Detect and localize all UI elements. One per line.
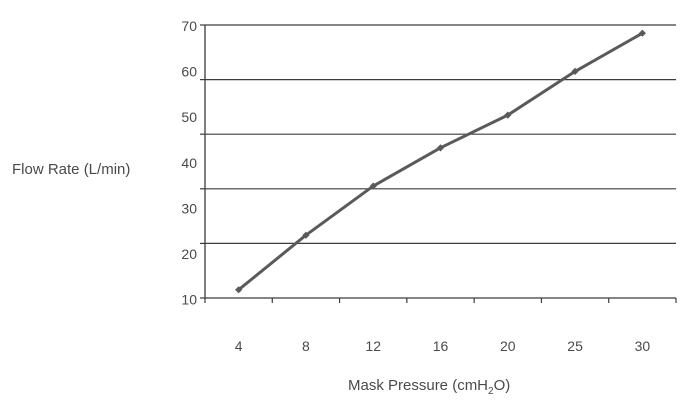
data-point [235, 286, 243, 294]
data-point [571, 67, 579, 76]
x-tick-label: 8 [302, 338, 310, 354]
x-axis-title-main: Mask Pressure (cmH [348, 377, 488, 394]
x-tick-label: 30 [635, 338, 651, 354]
x-axis-title: Mask Pressure (cmH2O) [348, 377, 510, 397]
y-tick-label: 10 [181, 292, 197, 308]
y-tick-label: 40 [181, 155, 197, 171]
x-axis-title-end: O) [494, 377, 511, 394]
y-tick-label: 30 [181, 200, 197, 216]
x-tick-label: 16 [433, 338, 449, 354]
y-axis-title: Flow Rate (L/min) [12, 161, 130, 178]
data-point [504, 111, 512, 119]
y-ticks [200, 24, 205, 299]
data-point [638, 29, 646, 37]
x-tick-label: 25 [567, 338, 583, 354]
x-tick-label: 4 [235, 338, 243, 354]
y-tick-label: 20 [181, 246, 197, 262]
y-tick-label: 70 [181, 18, 197, 34]
x-tick-label: 12 [365, 338, 381, 354]
data-markers [235, 29, 646, 294]
x-tick-labels: 4 8 12 16 20 25 30 [235, 338, 651, 354]
data-point [302, 231, 310, 239]
y-tick-labels: 70 60 50 40 30 20 10 [181, 18, 197, 308]
data-point [369, 182, 377, 190]
y-tick-label: 60 [181, 64, 197, 80]
gridlines [205, 24, 676, 244]
series-line [237, 31, 644, 291]
data-point [436, 144, 445, 152]
x-axis-title-subscript: 2 [488, 386, 494, 397]
y-tick-label: 50 [181, 109, 197, 125]
x-tick-label: 20 [500, 338, 516, 354]
x-ticks [204, 298, 677, 303]
